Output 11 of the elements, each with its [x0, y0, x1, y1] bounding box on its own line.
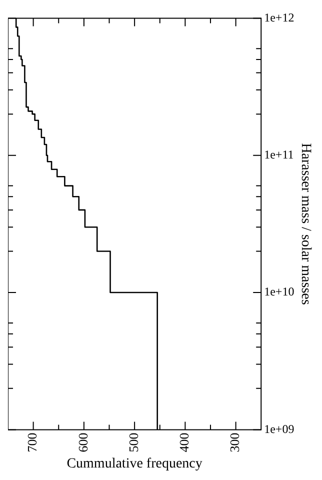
y-tick-label: 1e+11: [264, 148, 294, 162]
y-tick-label: 1e+09: [264, 422, 294, 436]
x-axis-title: Cummulative frequency: [66, 456, 202, 472]
x-tick-label: 700: [24, 432, 40, 452]
x-tick-label: 500: [126, 432, 141, 452]
x-tick-label: 300: [227, 432, 242, 452]
x-tick-label: 600: [75, 432, 90, 452]
y-tick-label: 1e+10: [264, 284, 294, 299]
x-tick-label: 400: [176, 432, 192, 452]
y-tick-label: 1e+12: [264, 10, 294, 24]
y-axis-title: Harasser mass / solar masses: [298, 143, 313, 305]
